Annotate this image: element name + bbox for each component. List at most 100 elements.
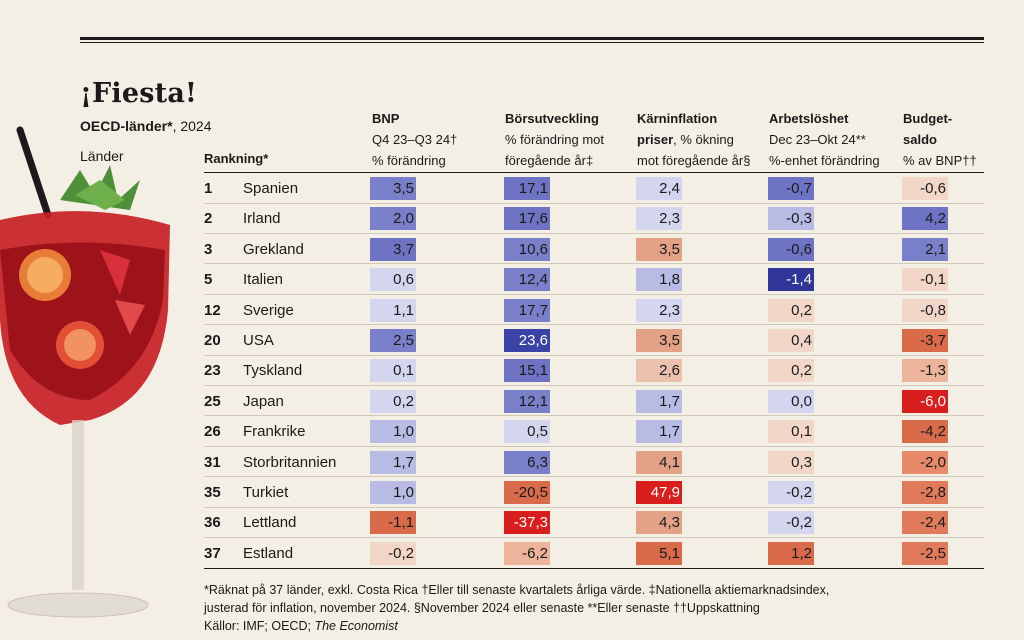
column-header-line-2: priser, % ökning	[637, 129, 767, 150]
column-header-title: Arbetslöshet	[769, 111, 849, 126]
row-divider	[204, 324, 984, 326]
table-row: 3 Grekland 3,7 10,6 3,5 -0,6 2,1	[204, 234, 984, 265]
row-divider	[204, 354, 984, 356]
value-cell: 4,1	[636, 450, 682, 474]
value-cell: 2,0	[370, 207, 416, 231]
value-cell: 0,2	[768, 359, 814, 383]
value-cell: 0,4	[768, 329, 814, 352]
country-cell: Japan	[243, 392, 284, 410]
column-header-line-2-text: priser	[637, 132, 674, 147]
value-cell: -0,2	[768, 481, 814, 504]
chart-subtitle: OECD-länder*, 2024	[80, 118, 212, 134]
row-divider	[204, 476, 984, 478]
sources-line: Källor: IMF; OECD; The Economist	[204, 617, 994, 635]
row-divider	[204, 293, 984, 295]
value-cell: 3,5	[636, 329, 682, 352]
value-cell: 2,5	[370, 329, 416, 352]
value-cell: 0,3	[768, 450, 814, 474]
row-divider	[204, 445, 984, 447]
value-cell: -0,6	[768, 237, 814, 261]
country-cell: Spanien	[243, 180, 299, 197]
country-cell: Estland	[243, 544, 294, 562]
table-row: 35 Turkiet 1,0 -20,5 47,9 -0,2 -2,8	[204, 477, 984, 508]
table-row: 37 Estland -0,2 -6,2 5,1 1,2 -2,5	[204, 538, 984, 569]
country-cell: Turkiet	[243, 484, 289, 501]
value-cell: 12,4	[504, 268, 550, 292]
value-cell: 1,8	[636, 268, 682, 292]
rank-cell: 20	[204, 332, 221, 349]
rank-cell: 23	[204, 362, 221, 380]
footnote-line-2: justerad för inflation, november 2024. §…	[204, 601, 760, 615]
value-cell: -3,7	[902, 329, 948, 352]
row-divider	[204, 506, 984, 508]
value-cell: 4,2	[902, 207, 948, 231]
value-cell: 0,1	[768, 420, 814, 444]
value-cell: 3,5	[370, 177, 416, 200]
rank-cell: 3	[204, 240, 213, 258]
value-cell: -0,3	[768, 207, 814, 231]
value-cell: -2,4	[902, 511, 948, 535]
value-cell: -2,0	[902, 450, 948, 474]
rank-cell: 5	[204, 271, 213, 289]
rank-cell: 37	[204, 544, 221, 562]
column-header-line-2-text: % förändring mot	[505, 132, 604, 147]
table-row: 26 Frankrike 1,0 0,5 1,7 0,1 -4,2	[204, 416, 984, 447]
value-cell: -0,7	[768, 177, 814, 200]
country-cell: Frankrike	[243, 423, 306, 441]
value-cell: 1,2	[768, 541, 814, 565]
value-cell: 0,2	[370, 389, 416, 413]
rank-cell: 26	[204, 423, 221, 441]
chart-title: ¡Fiesta!	[80, 78, 198, 109]
value-cell: -1,1	[370, 511, 416, 535]
value-cell: -2,8	[902, 481, 948, 504]
rank-cell: 25	[204, 392, 221, 410]
countries-label: Länder	[80, 148, 124, 164]
table-row: 2 Irland 2,0 17,6 2,3 -0,3 4,2	[204, 203, 984, 234]
value-cell: -0,2	[370, 541, 416, 565]
column-header-line-3: föregående år‡	[505, 153, 594, 168]
column-header-title: Kärninflation	[637, 111, 718, 126]
column-header-line-2: saldo	[903, 129, 1024, 150]
column-header-title: Budget-	[903, 111, 953, 126]
footnotes: *Räknat på 37 länder, exkl. Costa Rica †…	[204, 581, 994, 635]
column-header-line-2: Q4 23–Q3 24†	[372, 129, 502, 150]
sangria-glass-illustration	[0, 126, 170, 618]
rank-cell: 2	[204, 210, 213, 228]
column-header-3: Kärninflation priser, % ökning mot föregåe…	[637, 108, 767, 171]
column-header-1: BNP Q4 23–Q3 24† % förändring	[372, 108, 502, 171]
country-cell: Tyskland	[243, 362, 303, 380]
value-cell: 2,1	[902, 237, 948, 261]
header-rule	[204, 172, 984, 173]
rank-cell: 12	[204, 301, 221, 319]
value-cell: 3,5	[636, 237, 682, 261]
value-cell: 4,3	[636, 511, 682, 535]
value-cell: 2,4	[636, 177, 682, 200]
value-cell: 0,0	[768, 389, 814, 413]
column-header-4: Arbetslöshet Dec 23–Okt 24** %-enhet förän…	[769, 108, 899, 171]
value-cell: -0,6	[902, 177, 948, 200]
value-cell: 47,9	[636, 481, 682, 504]
value-cell: -1,4	[768, 268, 814, 292]
column-header-line-2: Dec 23–Okt 24**	[769, 129, 899, 150]
table-row: 36 Lettland -1,1 -37,3 4,3 -0,2 -2,4	[204, 507, 984, 538]
value-cell: 1,7	[636, 389, 682, 413]
sources-prefix: Källor: IMF; OECD;	[204, 619, 315, 633]
country-cell: Storbritannien	[243, 453, 337, 471]
column-header-line-3: % av BNP††	[903, 153, 977, 168]
column-header-2: Börsutveckling % förändring mot föregående…	[505, 108, 635, 171]
value-cell: 12,1	[504, 389, 550, 413]
value-cell: 1,0	[370, 481, 416, 504]
country-cell: USA	[243, 332, 274, 349]
row-divider	[204, 415, 984, 417]
value-cell: 2,6	[636, 359, 682, 383]
value-cell: 5,1	[636, 541, 682, 565]
row-divider	[204, 202, 984, 204]
table-row: 31 Storbritannien 1,7 6,3 4,1 0,3 -2,0	[204, 447, 984, 478]
rank-cell: 36	[204, 514, 221, 532]
country-cell: Irland	[243, 210, 281, 228]
table-row: 23 Tyskland 0,1 15,1 2,6 0,2 -1,3	[204, 355, 984, 386]
rank-cell: 31	[204, 453, 221, 471]
row-divider	[204, 263, 984, 265]
value-cell: -2,5	[902, 541, 948, 565]
value-cell: 15,1	[504, 359, 550, 383]
